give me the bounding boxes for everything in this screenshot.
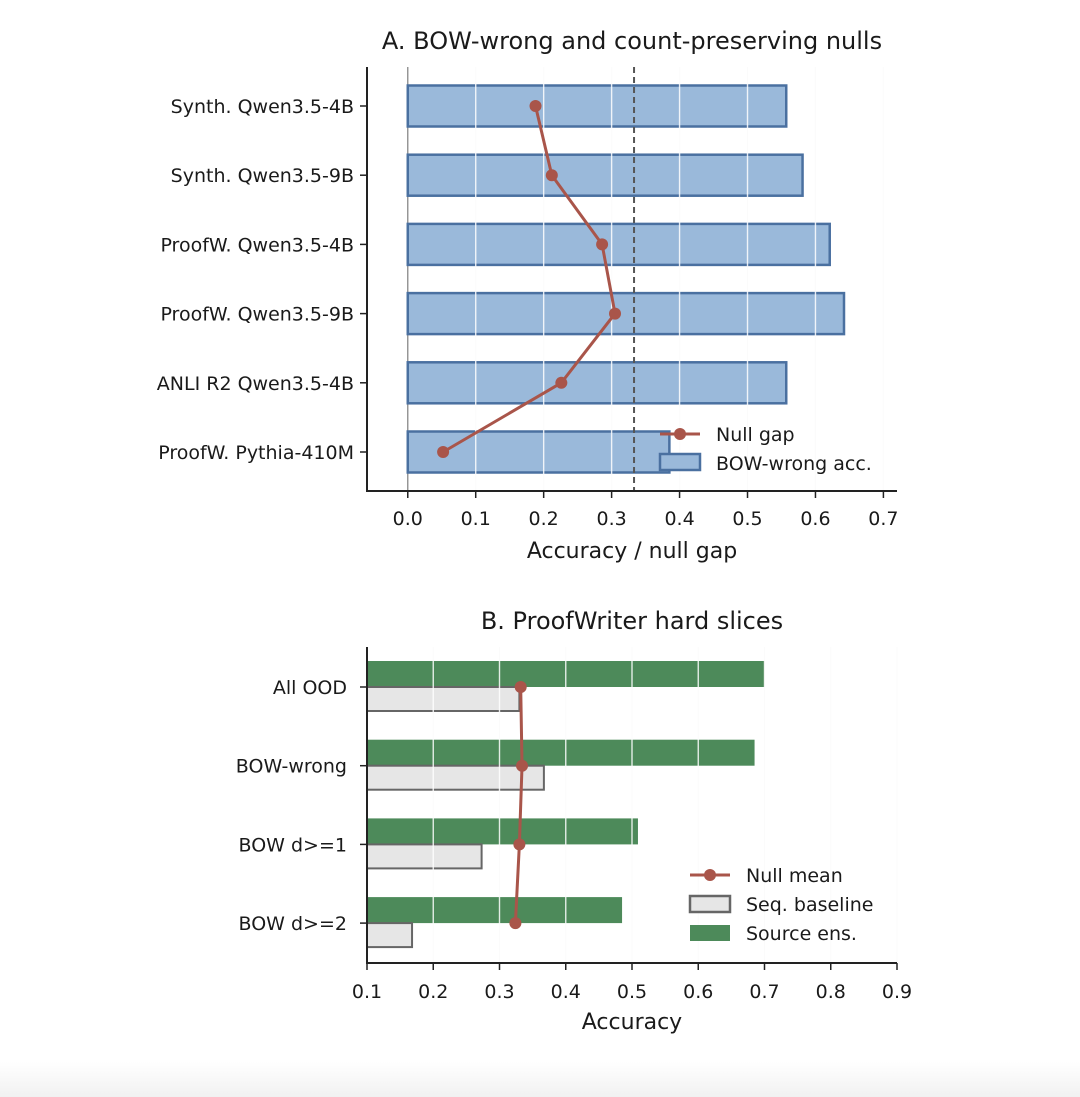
legend-bow-wrong-label: BOW-wrong acc. xyxy=(716,453,872,475)
null-gap-point-synth-qwen3-5-4b xyxy=(529,100,542,112)
x-tick-label-0-5: 0.5 xyxy=(732,508,762,530)
null-gap-point-proofw-pythia-410m xyxy=(437,446,450,458)
legend-bow-wrong-swatch xyxy=(658,452,702,472)
panel-a-x-tick-labels: 0.0 0.1 0.2 0.3 0.4 0.5 0.6 0.7 xyxy=(393,508,899,530)
panel-a-bars xyxy=(406,67,885,491)
seq-baseline-bar-bow-d-1 xyxy=(366,843,483,870)
panel-a-axes xyxy=(360,67,897,498)
legend-null-gap-label: Null gap xyxy=(716,424,795,446)
panel-b-bars xyxy=(366,647,898,963)
panel-a-y-tick-labels: Synth. Qwen3.5-4B Synth. Qwen3.5-9B ProofW… xyxy=(157,96,354,464)
panel-b-y-tick-labels: All OOD BOW-wrong BOW d>=1 BOW d>=2 xyxy=(236,677,347,935)
panel-b-null-mean-line xyxy=(509,681,529,930)
null-mean-point-all-ood xyxy=(514,681,527,693)
y-tick-label-all-ood: All OOD xyxy=(273,677,347,699)
null-gap-point-proofw-qwen3-5-9b xyxy=(609,307,622,320)
x-tick-label-0-1: 0.1 xyxy=(352,981,382,1003)
legend-seq-baseline-swatch xyxy=(688,894,732,914)
x-tick-label-0-2: 0.2 xyxy=(529,508,559,530)
x-tick-label-0-2: 0.2 xyxy=(418,981,448,1003)
y-tick-label-proofw-qwen3-5-9b: ProofW. Qwen3.5-9B xyxy=(160,304,354,326)
panel-a-null-gap-line xyxy=(437,100,622,458)
null-mean-polyline xyxy=(513,686,524,924)
x-tick-label-0-1: 0.1 xyxy=(461,508,491,530)
null-gap-polyline xyxy=(442,105,617,454)
legend-source-ens-label: Source ens. xyxy=(746,923,857,945)
y-tick-label-proofw-pythia-410m: ProofW. Pythia-410M xyxy=(158,442,354,464)
null-mean-point-bow-d-2 xyxy=(509,917,522,930)
legend-null-mean-marker xyxy=(704,869,716,881)
source-ens-bar-bow-wrong xyxy=(367,739,755,766)
null-gap-point-synth-qwen3-5-9b xyxy=(545,169,558,182)
null-mean-point-bow-wrong xyxy=(516,759,529,772)
legend-null-gap-marker xyxy=(674,428,686,440)
source-ens-bar-bow-d-2 xyxy=(367,897,623,924)
bow-wrong-bar-synth-qwen3-5-9b xyxy=(406,153,804,197)
x-tick-label-0-3: 0.3 xyxy=(484,981,514,1003)
y-tick-label-bow-wrong: BOW-wrong xyxy=(236,756,347,778)
null-mean-point-bow-d-1 xyxy=(513,838,526,851)
y-tick-label-synth-qwen3-5-4b: Synth. Qwen3.5-4B xyxy=(171,96,354,118)
null-gap-point-proofw-qwen3-5-4b xyxy=(596,238,609,251)
panel-a-title: A. BOW-wrong and count-preserving nulls xyxy=(382,27,882,55)
window-bottom-strip xyxy=(0,1062,1080,1097)
seq-baseline-bar-all-ood xyxy=(366,686,521,712)
bow-wrong-bar-synth-qwen3-5-4b xyxy=(406,84,788,128)
x-tick-label-0-7: 0.7 xyxy=(749,981,779,1003)
y-tick-label-proofw-qwen3-5-4b: ProofW. Qwen3.5-4B xyxy=(160,234,354,256)
panel-a: A. BOW-wrong and count-preserving nulls … xyxy=(157,27,899,564)
panel-b-x-axis-label: Accuracy xyxy=(582,1010,682,1035)
legend-null-mean-label: Null mean xyxy=(746,865,843,887)
seq-baseline-bar-bow-d-2 xyxy=(366,922,414,949)
legend-seq-baseline-label: Seq. baseline xyxy=(746,894,873,916)
x-tick-label-0-8: 0.8 xyxy=(816,981,846,1003)
bow-wrong-bar-proofw-pythia-410m xyxy=(406,430,671,474)
x-tick-label-0-5: 0.5 xyxy=(617,981,647,1003)
legend-source-ens-swatch xyxy=(690,925,730,941)
panel-b: B. ProofWriter hard slices All OOD BOW-wr… xyxy=(236,607,912,1035)
null-gap-point-anli-r2-qwen3-5-4b xyxy=(555,376,568,389)
bow-wrong-bar-proofw-qwen3-5-4b xyxy=(406,222,831,267)
panel-b-x-tick-labels: 0.1 0.2 0.3 0.4 0.5 0.6 0.7 0.8 0.9 xyxy=(352,981,912,1003)
panel-b-legend: Null mean Seq. baseline Source ens. xyxy=(688,865,873,945)
y-tick-label-bow-d-1: BOW d>=1 xyxy=(239,834,347,856)
x-tick-label-0-6: 0.6 xyxy=(800,508,830,530)
x-tick-label-0-4: 0.4 xyxy=(551,981,581,1003)
panel-b-title: B. ProofWriter hard slices xyxy=(481,607,783,635)
panel-a-x-axis-label: Accuracy / null gap xyxy=(527,539,737,564)
panel-a-legend: Null gap BOW-wrong acc. xyxy=(658,424,872,475)
seq-baseline-bar-bow-wrong xyxy=(366,764,545,791)
source-ens-bar-bow-d-1 xyxy=(367,818,638,845)
y-tick-label-anli-r2-qwen3-5-4b: ANLI R2 Qwen3.5-4B xyxy=(157,373,354,395)
x-tick-label-0-0: 0.0 xyxy=(393,508,423,530)
x-tick-label-0-9: 0.9 xyxy=(882,981,912,1003)
x-tick-label-0-6: 0.6 xyxy=(683,981,713,1003)
y-tick-label-synth-qwen3-5-9b: Synth. Qwen3.5-9B xyxy=(171,165,354,187)
bow-wrong-bar-proofw-qwen3-5-9b xyxy=(406,291,846,336)
x-tick-label-0-3: 0.3 xyxy=(597,508,627,530)
y-tick-label-bow-d-2: BOW d>=2 xyxy=(239,913,347,935)
bow-wrong-bar-anli-r2-qwen3-5-4b xyxy=(406,361,788,405)
panel-b-axes xyxy=(360,647,898,970)
x-tick-label-0-7: 0.7 xyxy=(868,508,898,530)
x-tick-label-0-4: 0.4 xyxy=(664,508,694,530)
panel-a-grid xyxy=(407,67,884,491)
